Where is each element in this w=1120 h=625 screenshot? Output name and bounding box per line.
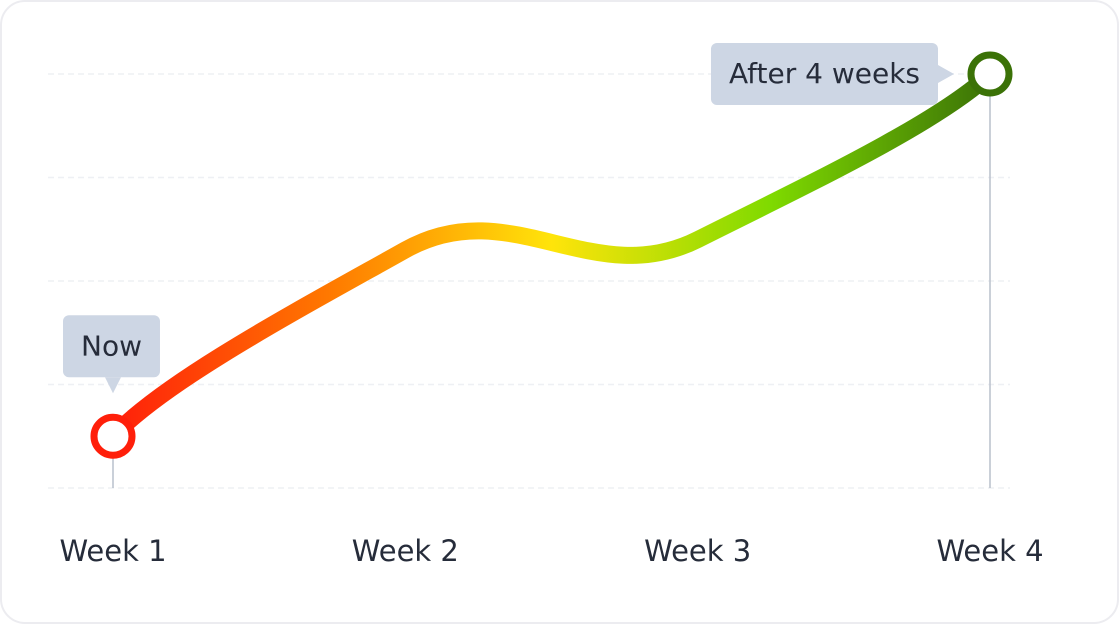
callout: Now: [63, 315, 160, 394]
callout-text: After 4 weeks: [729, 57, 920, 90]
x-tick-label: Week 4: [936, 534, 1043, 568]
point-marker: [90, 413, 136, 459]
callout: After 4 weeks: [710, 43, 954, 105]
trend-line: [104, 65, 999, 445]
x-tick-label: Week 1: [59, 534, 166, 568]
callout-box: [710, 43, 938, 105]
callout-pointer: [105, 377, 121, 394]
callout-text: Now: [81, 329, 142, 362]
x-tick-label: Week 2: [352, 534, 459, 568]
callout-pointer: [938, 65, 954, 83]
point-marker: [967, 51, 1013, 97]
callout-box: [63, 315, 160, 378]
x-tick-label: Week 3: [644, 534, 751, 568]
